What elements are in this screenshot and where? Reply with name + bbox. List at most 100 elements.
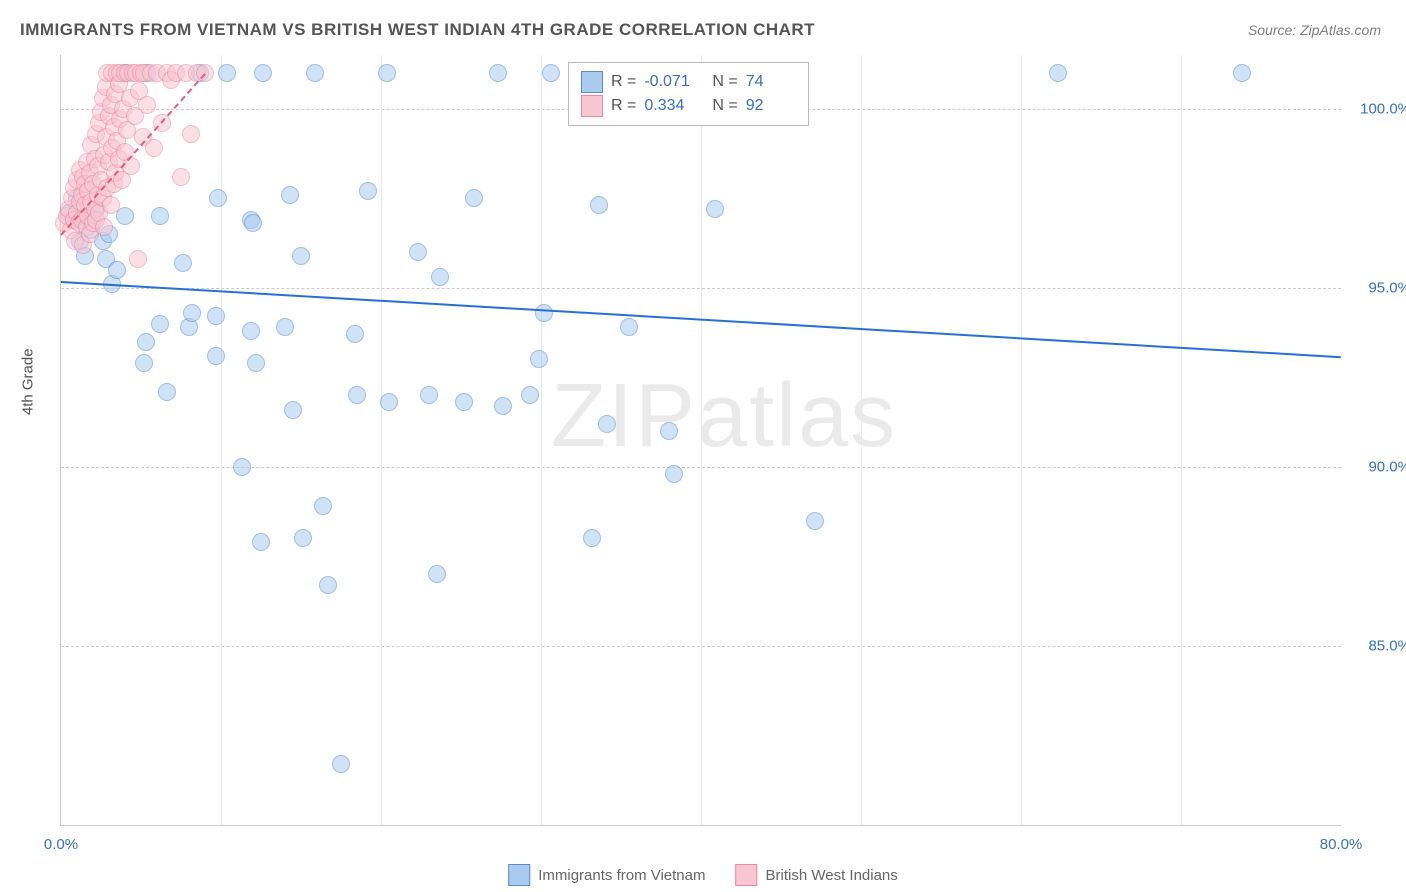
scatter-point xyxy=(151,315,169,333)
scatter-point xyxy=(1233,64,1251,82)
legend-item: Immigrants from Vietnam xyxy=(508,864,705,886)
gridline-v xyxy=(541,55,542,825)
scatter-point xyxy=(276,318,294,336)
scatter-point xyxy=(182,125,200,143)
scatter-point xyxy=(346,325,364,343)
scatter-point xyxy=(420,386,438,404)
scatter-point xyxy=(530,350,548,368)
y-tick-label: 95.0% xyxy=(1368,279,1406,296)
legend-n-label: N = xyxy=(712,97,737,115)
scatter-point xyxy=(174,254,192,272)
scatter-point xyxy=(242,322,260,340)
scatter-point xyxy=(332,755,350,773)
gridline-v xyxy=(701,55,702,825)
legend-r-value: 0.334 xyxy=(644,97,704,115)
legend-n-value: 74 xyxy=(746,73,796,91)
scatter-point xyxy=(314,497,332,515)
x-tick-label: 80.0% xyxy=(1320,836,1363,853)
scatter-point xyxy=(108,261,126,279)
scatter-point xyxy=(284,401,302,419)
gridline-v xyxy=(1021,55,1022,825)
scatter-point xyxy=(247,354,265,372)
scatter-point xyxy=(306,64,324,82)
scatter-point xyxy=(359,182,377,200)
scatter-point xyxy=(233,458,251,476)
scatter-point xyxy=(254,64,272,82)
scatter-point xyxy=(294,529,312,547)
scatter-point xyxy=(489,64,507,82)
scatter-point xyxy=(158,383,176,401)
scatter-point xyxy=(209,189,227,207)
scatter-point xyxy=(665,465,683,483)
scatter-point xyxy=(129,250,147,268)
y-tick-label: 85.0% xyxy=(1368,637,1406,654)
scatter-point xyxy=(521,386,539,404)
scatter-point xyxy=(542,64,560,82)
source-attribution: Source: ZipAtlas.com xyxy=(1248,22,1381,38)
series-legend: Immigrants from Vietnam British West Indi… xyxy=(508,864,898,886)
scatter-point xyxy=(590,196,608,214)
legend-swatch xyxy=(581,95,603,117)
legend-swatch xyxy=(736,864,758,886)
legend-r-label: R = xyxy=(611,97,636,115)
y-tick-label: 100.0% xyxy=(1360,100,1406,117)
legend-n-value: 92 xyxy=(746,97,796,115)
x-tick-label: 0.0% xyxy=(44,836,78,853)
legend-swatch xyxy=(581,71,603,93)
scatter-point xyxy=(660,422,678,440)
scatter-point xyxy=(244,214,262,232)
scatter-point xyxy=(465,189,483,207)
scatter-point xyxy=(172,168,190,186)
scatter-point xyxy=(138,96,156,114)
plot-area: ZIPatlas 85.0%90.0%95.0%100.0%0.0%80.0% xyxy=(60,55,1341,826)
gridline-v xyxy=(221,55,222,825)
legend-swatch xyxy=(508,864,530,886)
scatter-point xyxy=(281,186,299,204)
scatter-point xyxy=(183,304,201,322)
scatter-point xyxy=(378,64,396,82)
legend-row: R = 0.334 N = 92 xyxy=(581,95,796,117)
legend-label: Immigrants from Vietnam xyxy=(538,867,705,884)
scatter-point xyxy=(102,196,120,214)
scatter-point xyxy=(116,207,134,225)
legend-r-label: R = xyxy=(611,73,636,91)
legend-n-label: N = xyxy=(712,73,737,91)
chart-container: IMMIGRANTS FROM VIETNAM VS BRITISH WEST … xyxy=(0,0,1406,892)
scatter-point xyxy=(207,347,225,365)
gridline-v xyxy=(1181,55,1182,825)
scatter-point xyxy=(95,218,113,236)
scatter-point xyxy=(428,565,446,583)
gridline-v xyxy=(381,55,382,825)
scatter-point xyxy=(319,576,337,594)
legend-row: R = -0.071 N = 74 xyxy=(581,71,796,93)
y-axis-label: 4th Grade xyxy=(20,348,37,415)
scatter-point xyxy=(380,393,398,411)
scatter-point xyxy=(218,64,236,82)
scatter-point xyxy=(598,415,616,433)
y-tick-label: 90.0% xyxy=(1368,458,1406,475)
scatter-point xyxy=(135,354,153,372)
scatter-point xyxy=(583,529,601,547)
scatter-point xyxy=(145,139,163,157)
scatter-point xyxy=(348,386,366,404)
scatter-point xyxy=(431,268,449,286)
chart-title: IMMIGRANTS FROM VIETNAM VS BRITISH WEST … xyxy=(20,20,815,40)
scatter-point xyxy=(292,247,310,265)
scatter-point xyxy=(620,318,638,336)
scatter-point xyxy=(207,307,225,325)
correlation-legend: R = -0.071 N = 74 R = 0.334 N = 92 xyxy=(568,62,809,126)
scatter-point xyxy=(455,393,473,411)
scatter-point xyxy=(706,200,724,218)
scatter-point xyxy=(137,333,155,351)
legend-r-value: -0.071 xyxy=(644,73,704,91)
legend-label: British West Indians xyxy=(766,867,898,884)
scatter-point xyxy=(494,397,512,415)
legend-item: British West Indians xyxy=(736,864,898,886)
gridline-v xyxy=(861,55,862,825)
scatter-point xyxy=(806,512,824,530)
scatter-point xyxy=(151,207,169,225)
scatter-point xyxy=(409,243,427,261)
scatter-point xyxy=(1049,64,1067,82)
scatter-point xyxy=(535,304,553,322)
scatter-point xyxy=(252,533,270,551)
